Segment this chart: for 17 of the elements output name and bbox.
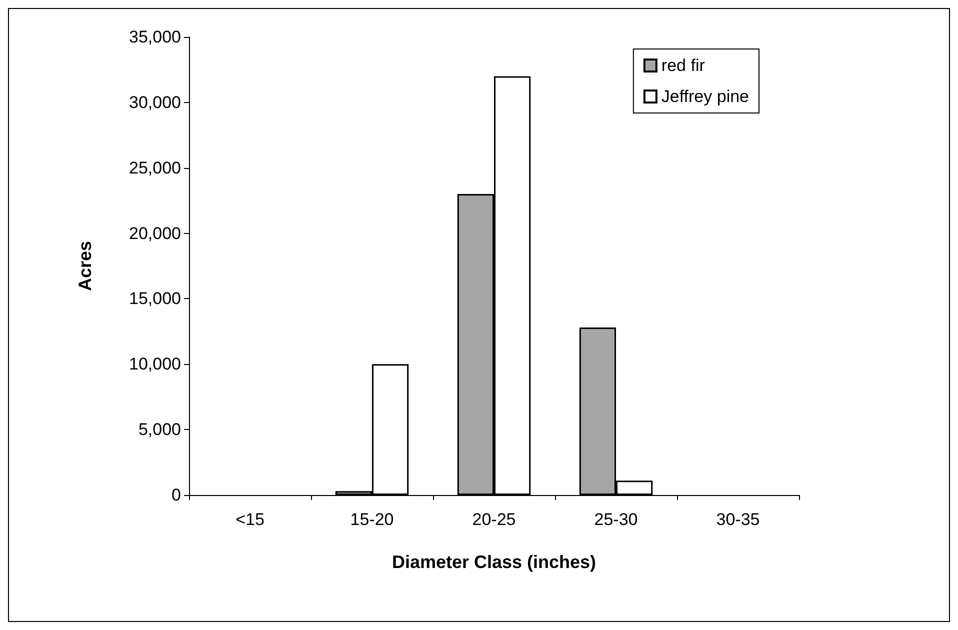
- y-tick-label: 5,000: [138, 420, 181, 440]
- x-tick-label: 30-35: [716, 510, 760, 529]
- y-tick-label: 0: [172, 486, 181, 504]
- x-axis-title: Diameter Class (inches): [392, 552, 596, 572]
- y-tick-label: 10,000: [129, 354, 181, 374]
- x-tick-label: <15: [236, 510, 264, 529]
- legend-label: red fir: [661, 56, 706, 75]
- y-tick-label: 15,000: [129, 289, 181, 308]
- y-tick-label: 20,000: [129, 224, 181, 243]
- x-tick-label: 20-25: [472, 510, 516, 529]
- y-axis-title: Acres: [75, 240, 95, 292]
- x-tick-label: 15-20: [350, 510, 394, 529]
- y-tick-label: 35,000: [129, 28, 181, 46]
- y-tick-label: 25,000: [129, 158, 181, 178]
- legend-label: Jeffrey pine: [661, 87, 750, 106]
- y-tick-label: 30,000: [129, 92, 181, 112]
- x-tick-label: 25-30: [594, 510, 638, 529]
